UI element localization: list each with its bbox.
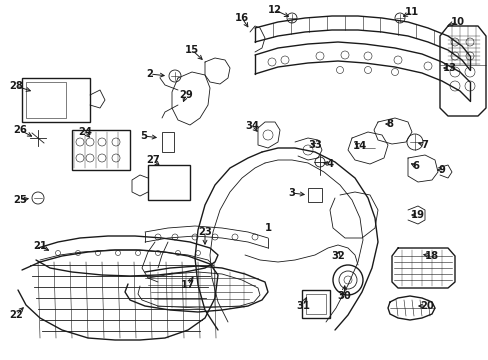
Text: 34: 34 bbox=[244, 121, 259, 131]
Text: 27: 27 bbox=[146, 155, 160, 165]
Text: 3: 3 bbox=[288, 188, 295, 198]
Text: 21: 21 bbox=[33, 241, 47, 251]
Text: 22: 22 bbox=[9, 310, 23, 320]
Text: 24: 24 bbox=[78, 127, 92, 137]
Text: 15: 15 bbox=[184, 45, 199, 55]
Text: 6: 6 bbox=[412, 161, 419, 171]
Text: 7: 7 bbox=[421, 140, 427, 150]
Text: 18: 18 bbox=[424, 251, 438, 261]
Text: 1: 1 bbox=[264, 223, 271, 233]
Text: 32: 32 bbox=[330, 251, 344, 261]
Bar bbox=[72, 130, 130, 170]
Text: 11: 11 bbox=[404, 7, 418, 17]
Text: 13: 13 bbox=[442, 63, 456, 73]
Text: 33: 33 bbox=[307, 140, 321, 150]
Text: 26: 26 bbox=[13, 125, 27, 135]
Text: 10: 10 bbox=[450, 17, 464, 27]
Text: 25: 25 bbox=[13, 195, 27, 205]
Text: 30: 30 bbox=[336, 291, 350, 301]
Text: 16: 16 bbox=[234, 13, 248, 23]
Text: 19: 19 bbox=[410, 210, 424, 220]
Text: 31: 31 bbox=[295, 301, 309, 311]
Bar bbox=[307, 188, 321, 202]
Text: 9: 9 bbox=[438, 165, 445, 175]
Bar bbox=[26, 82, 66, 118]
Text: 12: 12 bbox=[267, 5, 282, 15]
Text: 23: 23 bbox=[198, 227, 211, 237]
Bar bbox=[162, 132, 174, 152]
Bar bbox=[148, 165, 190, 200]
Bar bbox=[22, 78, 90, 122]
Text: 5: 5 bbox=[140, 131, 147, 141]
Text: 28: 28 bbox=[9, 81, 23, 91]
Bar bbox=[305, 294, 325, 314]
Text: 20: 20 bbox=[419, 301, 433, 311]
Text: 29: 29 bbox=[179, 90, 192, 100]
Text: 2: 2 bbox=[146, 69, 153, 79]
Text: 17: 17 bbox=[181, 280, 195, 290]
Text: 14: 14 bbox=[352, 141, 366, 151]
Text: 8: 8 bbox=[386, 119, 393, 129]
Bar bbox=[302, 290, 329, 318]
Text: 4: 4 bbox=[326, 159, 333, 169]
